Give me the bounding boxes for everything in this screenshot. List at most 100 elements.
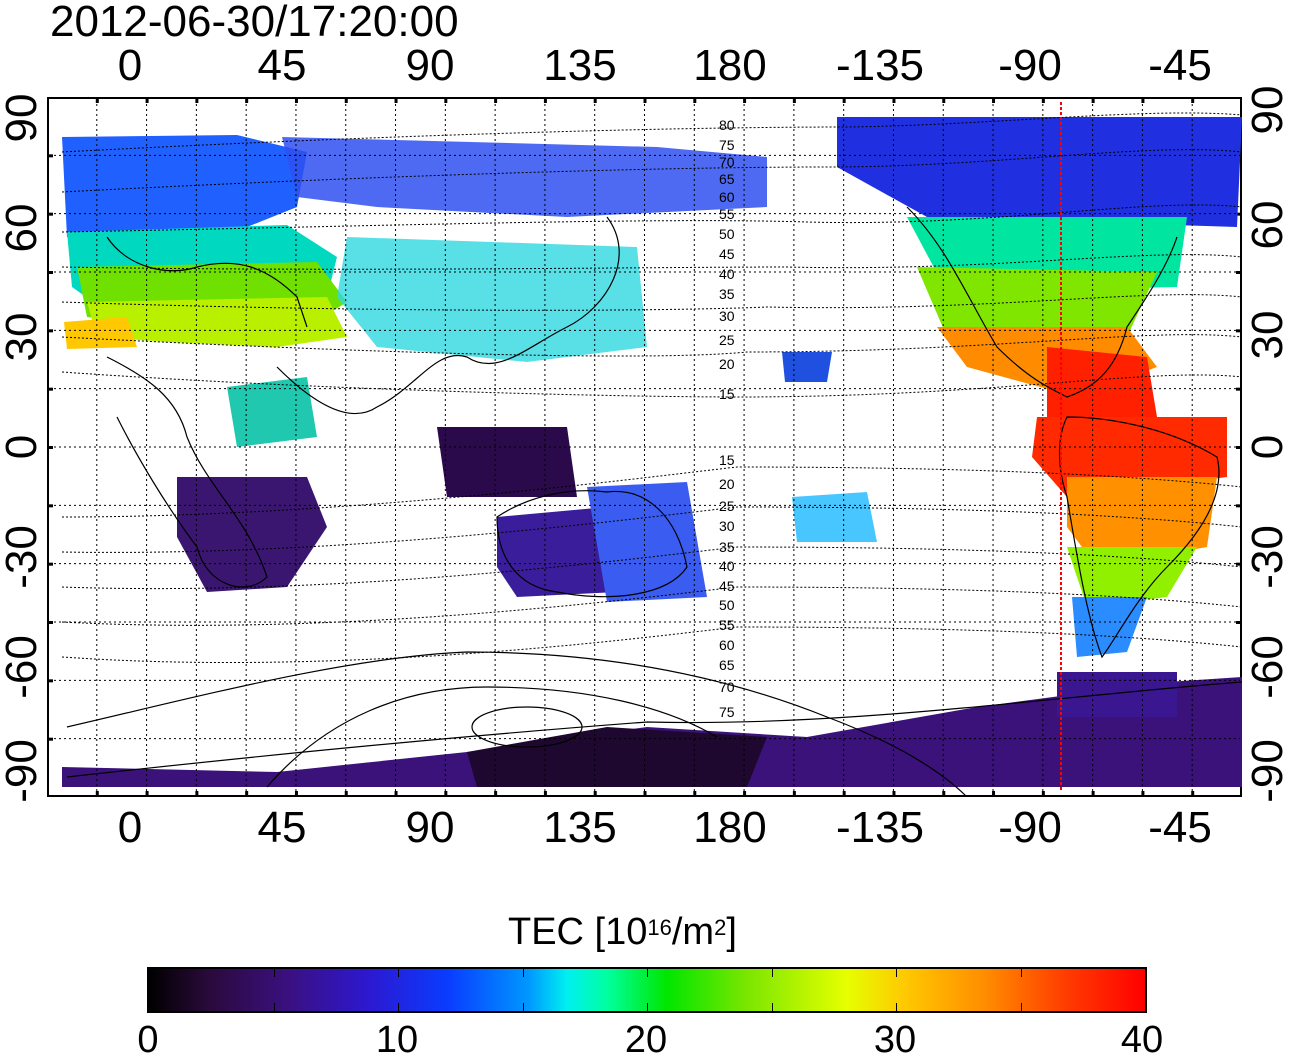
bottom-lon-label: -90 bbox=[998, 803, 1062, 852]
magnetic-contours bbox=[61, 112, 1242, 664]
contour-label: 15 bbox=[719, 386, 735, 402]
contour-label: 35 bbox=[719, 286, 735, 302]
colorbar bbox=[147, 967, 1147, 1013]
frame-tick bbox=[47, 97, 53, 99]
colorbar-minor-tick bbox=[896, 1003, 897, 1011]
colorbar-tick-label: 20 bbox=[624, 1019, 668, 1061]
left-lat-label: -90 bbox=[0, 739, 46, 803]
frame-tick bbox=[145, 791, 149, 797]
colorbar-minor-tick bbox=[273, 969, 275, 977]
tec-region-asia-north bbox=[282, 137, 767, 217]
colorbar-minor-tick bbox=[398, 969, 399, 977]
frame-tick bbox=[95, 791, 99, 797]
contour-label: 50 bbox=[719, 226, 735, 242]
right-lat-label: 90 bbox=[1243, 85, 1292, 135]
tec-region-caribbean bbox=[1047, 347, 1157, 417]
colorbar-tick-label: 40 bbox=[1120, 1019, 1164, 1061]
top-lon-label: -90 bbox=[998, 41, 1062, 90]
graticule bbox=[49, 99, 1240, 795]
contour-label: 45 bbox=[719, 246, 735, 262]
colorbar-minor-tick bbox=[273, 1003, 275, 1011]
right-lat-label: -30 bbox=[1243, 525, 1292, 589]
tec-region-south-atlantic-bits bbox=[1057, 672, 1177, 717]
contour-label: 55 bbox=[719, 206, 735, 222]
colorbar-minor-tick bbox=[771, 969, 773, 977]
contour-label: 65 bbox=[719, 171, 735, 187]
bottom-lon-label: 45 bbox=[257, 803, 307, 852]
contour-label: 75 bbox=[719, 137, 735, 153]
contour-label: 30 bbox=[719, 518, 735, 534]
right-lat-label: 0 bbox=[1243, 434, 1292, 460]
bottom-lon-label: -135 bbox=[835, 803, 925, 852]
contour-label: 35 bbox=[719, 539, 735, 555]
tec-region-maritime-se-asia bbox=[437, 427, 577, 497]
colorbar-tick-label: 10 bbox=[375, 1019, 419, 1061]
contour-label: 70 bbox=[719, 679, 735, 695]
tec-region-africa-north bbox=[227, 377, 317, 447]
right-lat-label: -60 bbox=[1243, 635, 1292, 699]
colorbar-minor-tick bbox=[522, 969, 524, 977]
top-lon-label: -45 bbox=[1148, 41, 1212, 90]
contour-label: 40 bbox=[719, 266, 735, 282]
frame-tick bbox=[1236, 97, 1242, 99]
top-lon-label: 0 bbox=[117, 41, 143, 90]
bottom-lon-label: 90 bbox=[405, 803, 455, 852]
right-lat-label: -90 bbox=[1243, 739, 1292, 803]
contour-label: 70 bbox=[719, 154, 735, 170]
colorbar-minor-tick bbox=[522, 1003, 524, 1011]
colorbar-tick-label: 30 bbox=[873, 1019, 917, 1061]
tec-region-australia-east bbox=[587, 482, 707, 602]
tec-region-hawaii-patch bbox=[782, 352, 832, 382]
contour-label: 15 bbox=[719, 452, 735, 468]
contour-label: 55 bbox=[719, 617, 735, 633]
right-lat-label: 30 bbox=[1243, 310, 1292, 360]
contour-label: 25 bbox=[719, 332, 735, 348]
left-lat-label: 30 bbox=[0, 312, 46, 362]
frame-tick bbox=[145, 97, 149, 103]
left-lat-label: 60 bbox=[0, 203, 46, 253]
tec-region-iberia bbox=[64, 317, 137, 349]
left-lat-label: -60 bbox=[0, 635, 46, 699]
tec-region-arctic-na bbox=[837, 117, 1242, 227]
colorbar-tick-label: 0 bbox=[137, 1019, 159, 1061]
colorbar-minor-tick bbox=[896, 969, 897, 977]
coastlines bbox=[66, 206, 1242, 778]
top-lon-label: 45 bbox=[257, 41, 307, 90]
colorbar-title: TEC [1016/m2] bbox=[508, 911, 737, 953]
contour-label: 45 bbox=[719, 578, 735, 594]
contour-label: 80 bbox=[719, 117, 735, 133]
contour-label: 20 bbox=[719, 476, 735, 492]
contour-label: 20 bbox=[719, 356, 735, 372]
frame-tick bbox=[95, 97, 99, 103]
tec-region-na-mid bbox=[917, 267, 1157, 337]
contour-label: 60 bbox=[719, 637, 735, 653]
frame-tick bbox=[1241, 791, 1242, 797]
right-lat-label: 60 bbox=[1243, 200, 1292, 250]
colorbar-minor-tick bbox=[1020, 1003, 1022, 1011]
frame-tick bbox=[47, 97, 49, 103]
colorbar-minor-tick bbox=[647, 969, 648, 977]
bottom-lon-label: 135 bbox=[543, 803, 617, 852]
left-lat-label: 90 bbox=[0, 93, 46, 143]
top-lon-label: -135 bbox=[835, 41, 925, 90]
frame-tick bbox=[1236, 796, 1242, 797]
tec-region-sa-lower bbox=[1067, 547, 1197, 607]
timestamp-title: 2012-06-30/17:20:00 bbox=[50, 0, 459, 46]
top-lon-label: 135 bbox=[543, 41, 617, 90]
frame-tick bbox=[47, 796, 53, 797]
bottom-lon-label: -45 bbox=[1148, 803, 1212, 852]
frame-tick bbox=[47, 791, 49, 797]
left-lat-label: -30 bbox=[0, 525, 46, 589]
contour-label: 65 bbox=[719, 657, 735, 673]
top-lon-label: 90 bbox=[405, 41, 455, 90]
tec-region-sa-mid bbox=[1067, 477, 1217, 567]
colorbar-minor-tick bbox=[1020, 969, 1022, 977]
contour-label: 25 bbox=[719, 498, 735, 514]
top-lon-label: 180 bbox=[693, 41, 767, 90]
contour-label: 50 bbox=[719, 597, 735, 613]
tec-region-sa-south bbox=[1072, 597, 1147, 657]
bottom-lon-label: 0 bbox=[117, 803, 143, 852]
contour-label: 60 bbox=[719, 189, 735, 205]
contour-labels: 80 75 70 65 60 55 50 45 40 35 30 25 20 1… bbox=[719, 117, 735, 720]
left-lat-label: 0 bbox=[0, 434, 46, 460]
